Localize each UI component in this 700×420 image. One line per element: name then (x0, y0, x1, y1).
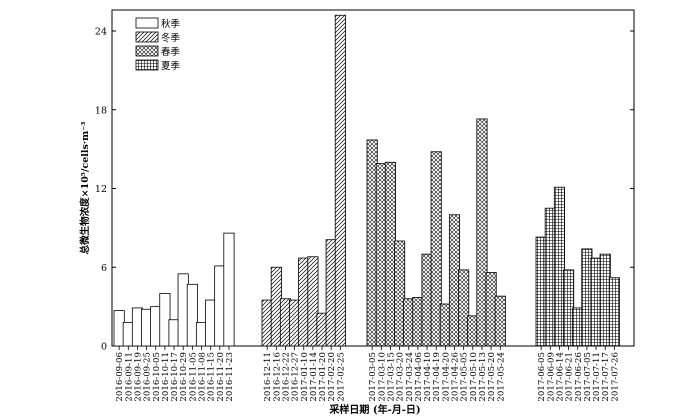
x-tick-label: 2017-03-24 (405, 351, 415, 401)
x-tick-label: 2016-11-05 (188, 352, 198, 402)
x-tick-label: 2016-11-15 (207, 352, 217, 402)
y-tick-label: 0 (101, 342, 107, 353)
bar (223, 232, 235, 347)
x-tick-label: 2017-03-05 (368, 352, 378, 402)
bar (307, 256, 319, 347)
x-tick-label: 2017-05-24 (496, 351, 506, 401)
x-tick-label: 2017-06-26 (574, 352, 584, 402)
x-tick-label: 2017-06-05 (537, 352, 547, 402)
x-tick-label: 2017-07-17 (601, 352, 611, 402)
bar (394, 240, 406, 347)
x-tick-label: 2016-11-20 (216, 352, 226, 402)
x-tick-label: 2017-07-26 (610, 352, 620, 402)
x-tick-label: 2016-09-11 (124, 352, 134, 402)
legend-swatch (135, 45, 159, 57)
x-axis-title: 采样日期 (年-月-日) (328, 403, 420, 416)
legend-label: 秋季 (161, 18, 181, 30)
y-axis-title: 总微生物浓度×10⁵/cells·m⁻³ (79, 122, 91, 255)
x-tick-label: 2016-12-27 (291, 352, 301, 402)
x-tick-label: 2017-02-25 (336, 352, 346, 402)
legend-label: 春季 (161, 46, 181, 58)
x-tick-label: 2017-05-10 (469, 352, 479, 402)
bar (458, 269, 470, 347)
x-tick-label: 2017-05-20 (487, 352, 497, 402)
bar (494, 295, 506, 347)
x-tick-label: 2017-06-14 (555, 351, 565, 401)
y-tick-label: 12 (95, 184, 107, 195)
x-tick-label: 2017-04-10 (423, 352, 433, 402)
x-tick-label: 2017-07-11 (592, 352, 602, 402)
bars (113, 14, 620, 347)
legend-label: 冬季 (161, 32, 181, 44)
x-tick-label: 2016-11-23 (225, 352, 235, 402)
x-tick-label: 2017-06-09 (546, 352, 556, 402)
x-tick-label: 2017-02-20 (327, 352, 337, 402)
x-tick-label: 2016-10-05 (152, 352, 162, 402)
x-tick-label: 2016-10-11 (161, 352, 171, 402)
legend-swatch (135, 59, 159, 71)
y-tick-label: 24 (95, 27, 107, 38)
x-tick-label: 2017-01-20 (318, 352, 328, 402)
x-tick-label: 2017-07-05 (583, 352, 593, 402)
y-tick-label: 18 (95, 105, 107, 116)
x-tick-label: 2017-03-20 (396, 352, 406, 402)
x-tick-label: 2016-12-11 (263, 352, 273, 402)
x-tick-label: 2017-06-21 (565, 352, 575, 402)
bar (476, 118, 488, 347)
x-tick-label: 2016-12-16 (272, 352, 282, 402)
x-tick-label: 2016-10-29 (179, 352, 189, 402)
x-tick-label: 2016-11-08 (198, 352, 208, 402)
x-tick-label: 2016-10-17 (170, 352, 180, 402)
bar (430, 151, 442, 347)
legend-swatch (135, 17, 159, 29)
x-tick-label: 2016-09-19 (133, 352, 143, 402)
x-tick-label: 2017-01-14 (309, 351, 319, 401)
x-tick-label: 2016-09-06 (115, 352, 125, 402)
bar (553, 186, 565, 347)
bar (608, 277, 620, 347)
x-tick-label: 2017-03-10 (377, 352, 387, 402)
x-tick-label: 2017-05-05 (460, 352, 470, 402)
bar (186, 283, 198, 347)
legend-label: 夏季 (161, 60, 181, 72)
x-tick-label: 2017-05-13 (478, 352, 488, 402)
legend-swatch (135, 31, 159, 43)
y-tick-label: 6 (101, 263, 107, 274)
x-tick-label: 2016-12-22 (281, 352, 291, 402)
x-tick-label: 2017-03-15 (386, 352, 396, 402)
x-tick-label: 2017-01-10 (300, 352, 310, 402)
x-tick-label: 2017-04-20 (441, 352, 451, 402)
x-tick-labels: 2016-09-06 2016-09-11 2016-09-19 2016-09-25… (115, 351, 620, 401)
bar (334, 14, 346, 347)
x-tick-label: 2017-04-26 (451, 352, 461, 402)
x-tick-label: 2017-04-06 (414, 352, 424, 402)
x-tick-label: 2016-09-25 (143, 352, 153, 402)
x-tick-label: 2017-04-19 (432, 352, 442, 402)
